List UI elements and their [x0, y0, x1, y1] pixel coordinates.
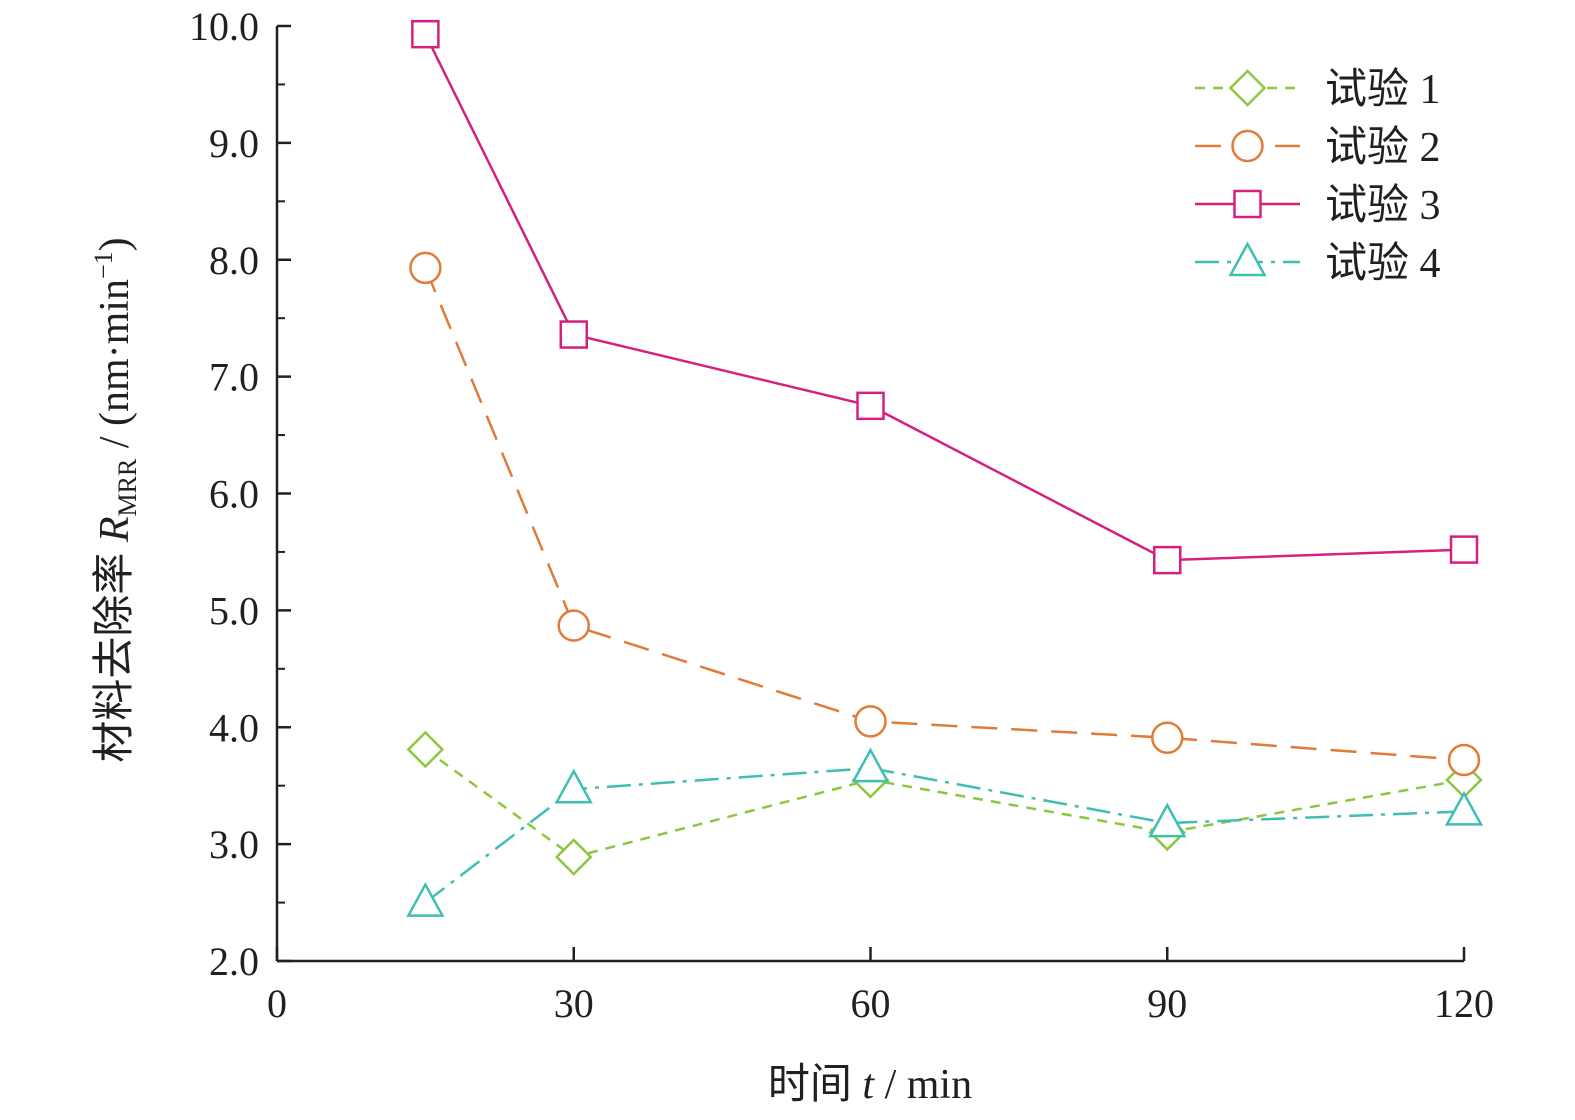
legend-marker-2	[1231, 129, 1264, 163]
y-tick-label: 2.0	[209, 939, 259, 984]
series-3-point	[856, 391, 885, 421]
y-tick-label: 4.0	[209, 705, 259, 750]
y-tick-label: 3.0	[209, 822, 259, 867]
series-2-point	[854, 705, 887, 738]
legend-label-3: 试验 3	[1325, 182, 1441, 229]
series-4-point	[851, 747, 890, 783]
x-tick-label: 30	[554, 981, 594, 1026]
legend-marker-4	[1228, 241, 1267, 277]
series-4-point	[1148, 802, 1187, 838]
y-axis-title: 材料去除率 RMRR / (nm·min−1)	[89, 237, 142, 762]
x-tick-label: 90	[1147, 981, 1187, 1026]
axes: 2.0 3.0 4.0 5.0 6.0 7.0 8.0 9.0 10.0 0 30 60 90 120	[189, 4, 1494, 1026]
y-tick-label: 10.0	[189, 4, 259, 49]
series-2-point	[1151, 721, 1184, 755]
series-3-point	[559, 320, 588, 349]
legend-label-4: 试验 4	[1325, 240, 1441, 287]
series-3-line	[424, 33, 1465, 562]
y-tick-label: 8.0	[209, 238, 259, 283]
series-4-point	[1444, 790, 1484, 826]
series-2-point	[557, 609, 590, 642]
series-4-point	[554, 768, 593, 804]
y-tick-label: 7.0	[209, 355, 259, 400]
legend: 试验 1 试验 2 试验 3 试验 4	[1195, 66, 1441, 287]
series-1-point	[406, 730, 445, 769]
series-3-point	[1449, 535, 1479, 564]
legend-marker-1	[1228, 69, 1267, 107]
y-tick-label: 9.0	[209, 121, 259, 166]
series-3	[411, 19, 1479, 575]
series-4-point	[406, 881, 445, 917]
series-2	[409, 251, 1481, 777]
x-tick-label: 120	[1434, 981, 1494, 1026]
series-2-point	[1447, 743, 1481, 777]
legend-label-1: 试验 1	[1325, 66, 1441, 113]
x-axis-title: 时间 t / min	[768, 1062, 972, 1108]
series-3-point	[1153, 545, 1182, 575]
series-1-point	[554, 838, 593, 876]
x-tick-label: 60	[851, 981, 891, 1026]
series-3-point	[411, 19, 440, 49]
legend-marker-3	[1233, 189, 1262, 219]
series-2-point	[409, 251, 442, 285]
y-tick-label: 6.0	[209, 472, 259, 517]
y-tick-label: 5.0	[209, 588, 259, 633]
series-layer	[406, 19, 1484, 917]
legend-label-2: 试验 2	[1325, 124, 1441, 171]
series-4	[406, 747, 1484, 917]
x-tick-label: 0	[267, 981, 287, 1026]
